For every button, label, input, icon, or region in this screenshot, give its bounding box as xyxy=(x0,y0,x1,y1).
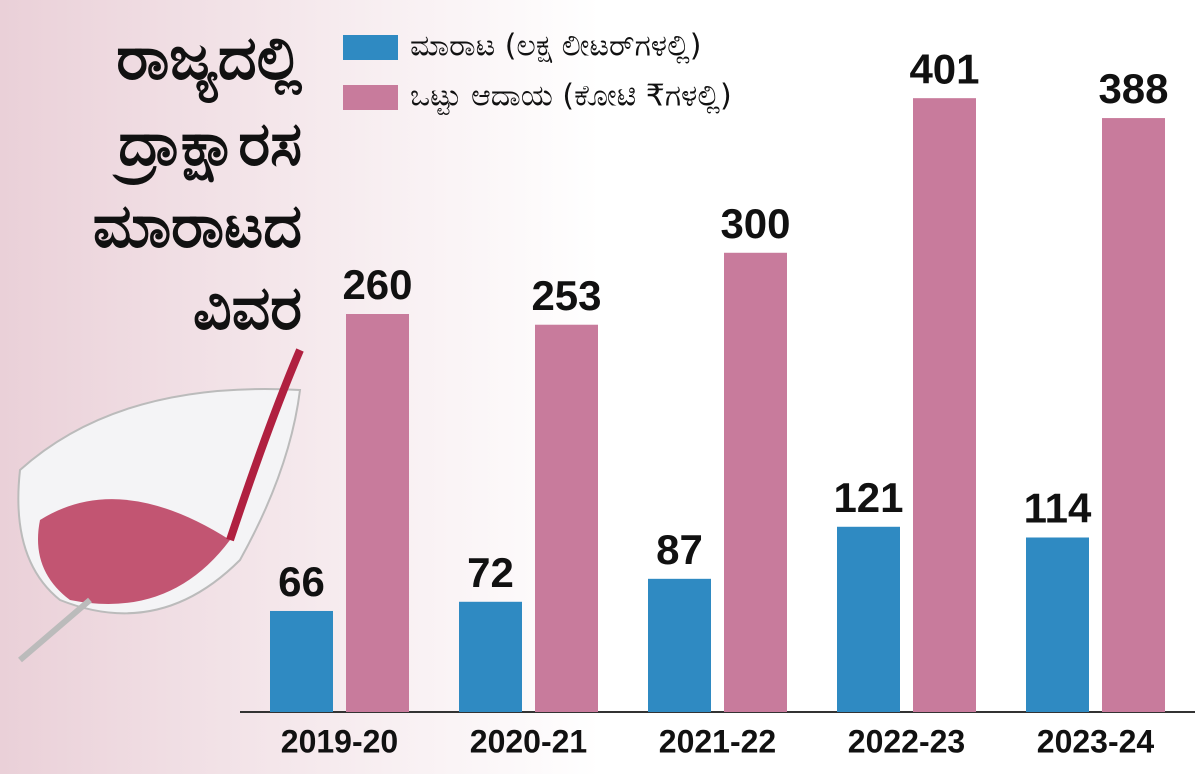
x-tick-label: 2021-22 xyxy=(659,723,776,759)
bar xyxy=(1102,118,1165,712)
data-label: 72 xyxy=(467,549,514,596)
chart-title: ರಾಜ್ಯದಲ್ಲಿ xyxy=(116,24,303,103)
data-label: 114 xyxy=(1024,485,1092,532)
bar xyxy=(913,98,976,712)
legend-swatch xyxy=(343,35,398,60)
chart-title: ಮಾರಾಟದ xyxy=(93,192,302,262)
data-label: 121 xyxy=(833,474,903,521)
x-tick-label: 2020-21 xyxy=(470,723,587,759)
bar xyxy=(346,314,409,712)
data-label: 401 xyxy=(909,45,979,92)
bar xyxy=(535,324,598,712)
legend-label: ಒಟ್ಟು ಆದಾಯ (ಕೋಟಿ ₹ಗಳಲ್ಲಿ) xyxy=(410,79,732,116)
chart-title: ದ್ರಾಕ್ಷಾರಸ xyxy=(112,110,302,185)
data-label: 87 xyxy=(656,526,703,573)
bar xyxy=(837,526,900,712)
bar xyxy=(270,610,333,712)
chart-title: ವಿವರ xyxy=(193,274,302,344)
data-label: 388 xyxy=(1098,65,1168,112)
bar xyxy=(648,578,711,712)
legend-label: ಮಾರಾಟ (ಲಕ್ಷ ಲೀಟರ್‌ಗಳಲ್ಲಿ) xyxy=(410,29,701,64)
data-label: 300 xyxy=(720,200,790,247)
data-label: 66 xyxy=(278,558,325,605)
data-label: 253 xyxy=(531,272,601,319)
x-tick-label: 2019-20 xyxy=(281,723,398,759)
x-tick-label: 2023-24 xyxy=(1037,723,1155,759)
bar xyxy=(724,252,787,713)
data-label: 260 xyxy=(342,261,412,308)
bar xyxy=(459,601,522,712)
x-tick-label: 2022-23 xyxy=(848,723,965,759)
bar xyxy=(1026,537,1089,712)
wine-glass-illustration xyxy=(17,348,304,663)
legend-swatch xyxy=(343,85,398,110)
